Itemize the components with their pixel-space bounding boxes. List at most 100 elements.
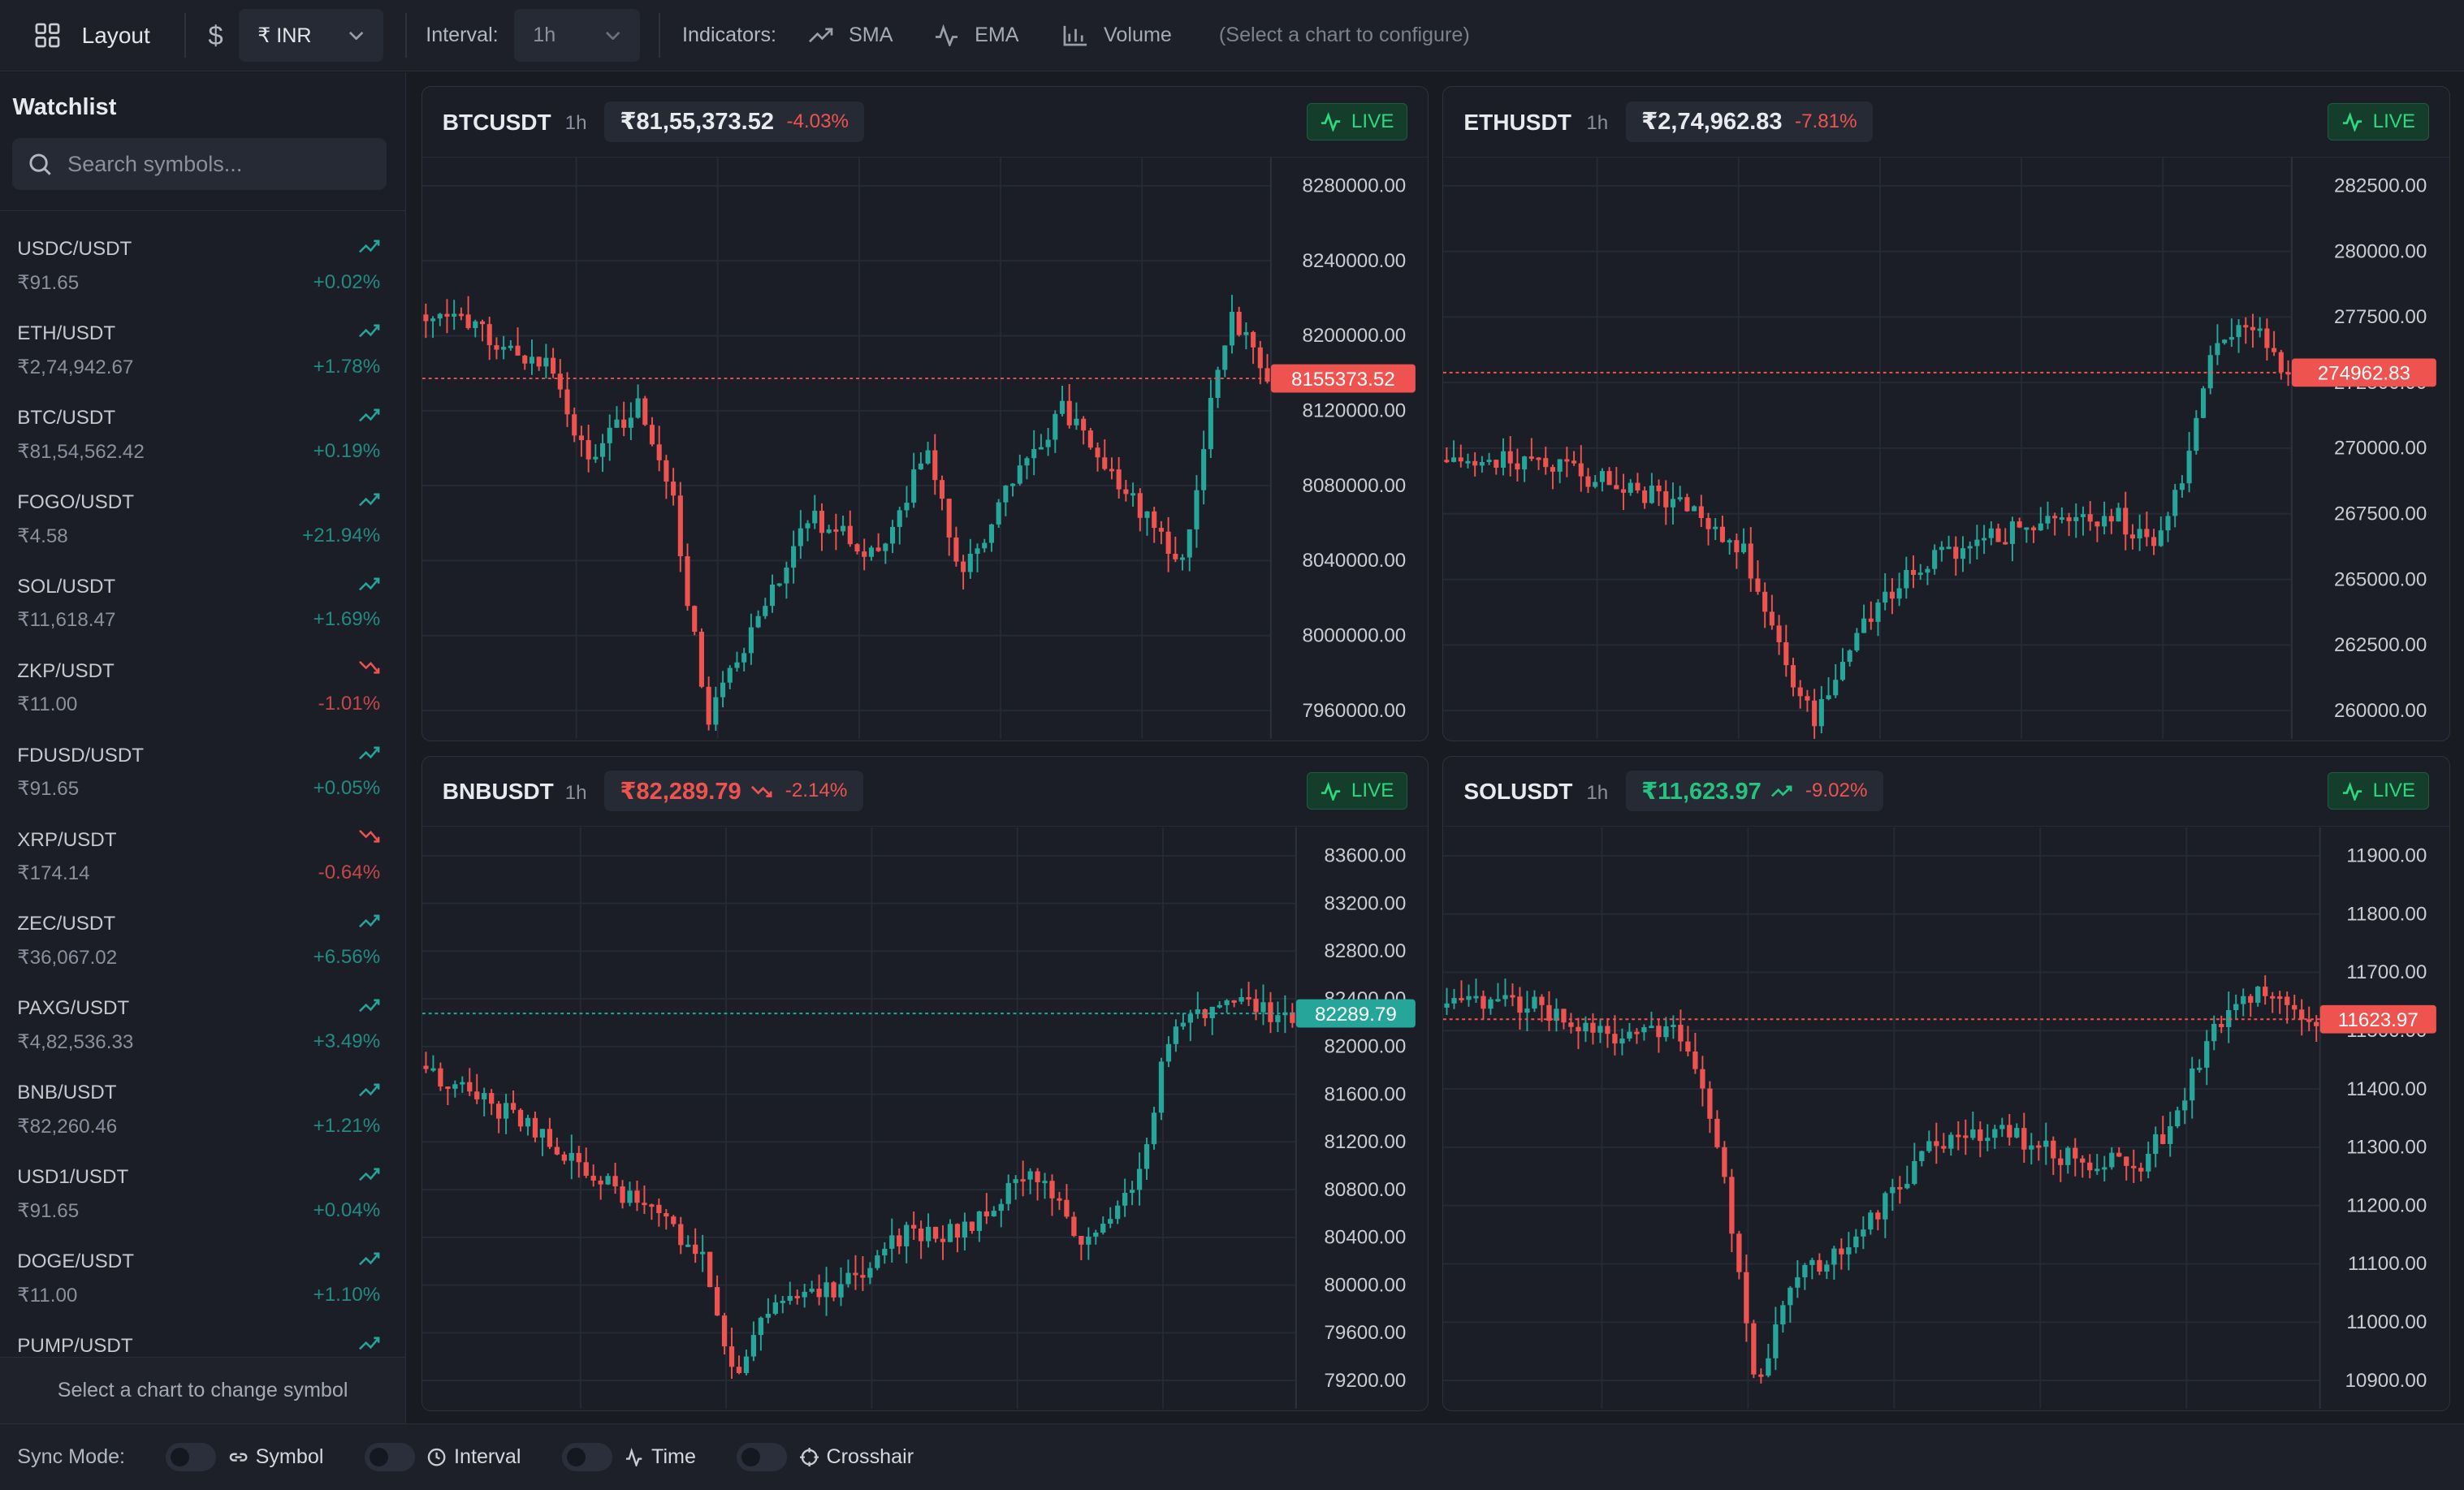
candle [2081, 507, 2086, 537]
candle [1776, 615, 1782, 656]
candle [1839, 1237, 1844, 1270]
candle [1985, 1124, 1991, 1151]
crosshair-icon [799, 1448, 819, 1467]
candle [495, 1100, 501, 1134]
watchlist-item[interactable]: USD1/USDT ₹91.65 +0.04% [0, 1139, 405, 1224]
watchlist-symbol: BNB/USDT [17, 1082, 117, 1104]
candle [2124, 1155, 2129, 1181]
sync-symbol-toggle[interactable]: Symbol [166, 1443, 323, 1472]
candle [1875, 1210, 1881, 1230]
candle [1727, 538, 1732, 555]
candle [2102, 502, 2107, 535]
candle [1122, 480, 1128, 503]
layout-button[interactable]: Layout [35, 23, 150, 49]
candle [2270, 991, 2276, 1013]
candle [2045, 502, 2051, 530]
candlestick-chart[interactable]: 83600.0083200.0082800.0082400.0082000.00… [421, 827, 1428, 1410]
watchlist-item[interactable]: ZKP/USDT ₹11.00 -1.01% [0, 633, 405, 718]
trend-up-icon [359, 1083, 380, 1097]
watchlist-item[interactable]: USDC/USDT ₹91.65 +0.02% [0, 211, 405, 296]
candle [925, 442, 931, 465]
watchlist-item[interactable]: ETH/USDT ₹2,74,942.67 +1.78% [0, 296, 405, 380]
interval-select[interactable]: 1h [514, 8, 640, 63]
candlestick-chart[interactable]: 11900.0011800.0011700.0011500.0011400.00… [1443, 827, 2449, 1410]
candle [1070, 1211, 1077, 1237]
candle [1982, 525, 1987, 555]
candle [2066, 513, 2072, 537]
candle [2130, 525, 2136, 551]
candle [794, 1289, 800, 1305]
watchlist-item[interactable]: FDUSD/USDT ₹91.65 +0.05% [0, 718, 405, 802]
chart-panel-ethusdt[interactable]: ETHUSDT 1h ₹2,74,962.83 -7.81% LIVE 282500.00… [1442, 86, 2450, 742]
toggle-switch[interactable] [166, 1443, 217, 1472]
candle [1671, 482, 1676, 525]
sync-time-toggle[interactable]: Time [561, 1443, 696, 1472]
indicator-volume-button[interactable]: Volume [1063, 24, 1172, 47]
watchlist-item[interactable]: SOL/USDT ₹11,618.47 +1.69% [0, 549, 405, 633]
current-price-label-bg [2319, 1004, 2437, 1034]
sync-crosshair-toggle[interactable]: Crosshair [737, 1443, 914, 1472]
candle [837, 1267, 844, 1306]
candle [1883, 1191, 1888, 1238]
trend-up-icon [1771, 785, 1792, 797]
candle [1722, 1140, 1727, 1184]
watchlist-item[interactable]: ZEC/USDT ₹36,067.02 +6.56% [0, 887, 405, 971]
candle [2272, 331, 2277, 356]
watchlist-change: -1.01% [318, 693, 381, 715]
watchlist-item[interactable]: PAXG/USDT ₹4,82,536.33 +3.49% [0, 970, 405, 1055]
candle [2263, 974, 2268, 1004]
chart-symbol: SOLUSDT [1463, 778, 1573, 804]
candle [503, 1093, 508, 1134]
watchlist-symbol: FDUSD/USDT [17, 744, 145, 767]
search-input[interactable] [64, 149, 370, 179]
currency-select[interactable]: ₹ INR [239, 8, 384, 63]
chart-panel-solusdt[interactable]: SOLUSDT 1h ₹11,623.97 -9.02% LIVE 11900.00 118… [1442, 755, 2450, 1411]
candle [736, 1355, 741, 1375]
current-price: ₹81,55,373.52 [620, 109, 774, 136]
candle [1939, 541, 1945, 563]
watchlist-item[interactable]: XRP/USDT ₹174.14 -0.64% [0, 802, 405, 887]
indicator-sma-button[interactable]: SMA [808, 24, 893, 47]
candle [769, 575, 775, 614]
sync-interval-toggle[interactable]: Interval [364, 1443, 521, 1472]
candle [1795, 1259, 1800, 1298]
watchlist-item[interactable]: DOGE/USDT ₹11.00 +1.10% [0, 1224, 405, 1308]
candlestick-chart[interactable]: 282500.00280000.00277500.00272500.002700… [1443, 158, 2449, 741]
y-axis-tick: 11800.00 [2347, 903, 2427, 925]
candle [755, 611, 761, 628]
candle [641, 1185, 647, 1214]
chart-symbol: BTCUSDT [442, 109, 551, 135]
toggle-switch[interactable] [561, 1443, 612, 1472]
candle [626, 1181, 633, 1207]
candle [2116, 503, 2121, 522]
chart-panel-bnbusdt[interactable]: BNBUSDT 1h ₹82,289.79 -2.14% LIVE 83600.00 832… [421, 755, 1429, 1411]
candle [932, 434, 937, 495]
candle [1635, 473, 1641, 495]
candle [882, 543, 888, 564]
indicator-ema-button[interactable]: EMA [934, 24, 1019, 47]
candle [1585, 468, 1591, 494]
y-axis-tick: 262500.00 [2334, 635, 2427, 657]
chart-interval: 1h [1586, 112, 1609, 135]
candle [1649, 473, 1655, 505]
toggle-switch[interactable] [364, 1443, 415, 1472]
chart-panel-btcusdt[interactable]: BTCUSDT 1h ₹81,55,373.52 -4.03% LIVE 8280000.… [421, 86, 1429, 742]
candle [1963, 1119, 1969, 1155]
watchlist-item[interactable]: FOGO/USDT ₹4.58 +21.94% [0, 464, 405, 549]
candlestick-chart[interactable]: 8280000.00 8240000.00 8200000.00 8120000.00… [421, 158, 1428, 741]
link-icon [229, 1453, 248, 1462]
candle [1480, 456, 1485, 473]
candle [493, 337, 499, 360]
candle [721, 1312, 727, 1354]
current-price-label: 82289.79 [1315, 1004, 1397, 1026]
watchlist-item[interactable]: BTC/USDT ₹81,54,562.42 +0.19% [0, 380, 405, 464]
candle [1524, 991, 1530, 1031]
watchlist-price: ₹4,82,536.33 [17, 1030, 134, 1053]
pulse-icon [2342, 781, 2362, 801]
watchlist-item[interactable]: PUMP/USDT [0, 1308, 405, 1355]
candle [1707, 1081, 1713, 1134]
toggle-switch[interactable] [737, 1443, 788, 1472]
watchlist-item[interactable]: BNB/USDT ₹82,260.46 +1.21% [0, 1055, 405, 1139]
candle [1137, 488, 1143, 532]
candle [780, 1295, 785, 1314]
